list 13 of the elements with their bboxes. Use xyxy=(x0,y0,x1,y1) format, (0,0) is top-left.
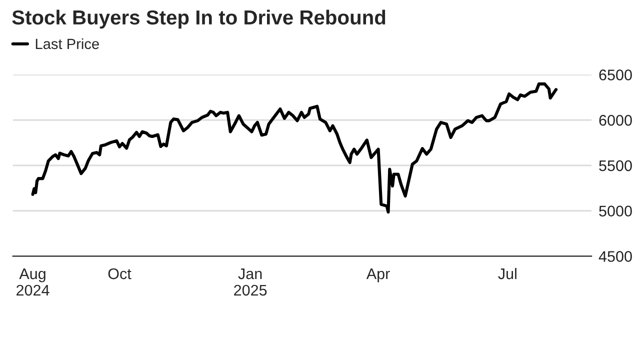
y-tick-label: 5000 xyxy=(599,206,632,216)
y-tick-label: 6000 xyxy=(599,114,632,126)
x-tick-label: Aug 2024 xyxy=(16,268,50,296)
legend-label: Last Price xyxy=(36,38,99,50)
y-tick-label: 6500 xyxy=(599,70,632,80)
x-tick-label: Jul xyxy=(498,268,516,280)
chart-title: Stock Buyers Step In to Drive Rebound xyxy=(12,10,386,29)
x-tick-label: Oct xyxy=(108,268,132,280)
y-tick-label: 5500 xyxy=(599,160,632,172)
x-tick-label: Apr xyxy=(366,268,390,282)
line-series xyxy=(31,82,558,214)
y-tick-label: 4500 xyxy=(598,251,632,262)
x-tick-label: Jan 2025 xyxy=(234,268,267,296)
